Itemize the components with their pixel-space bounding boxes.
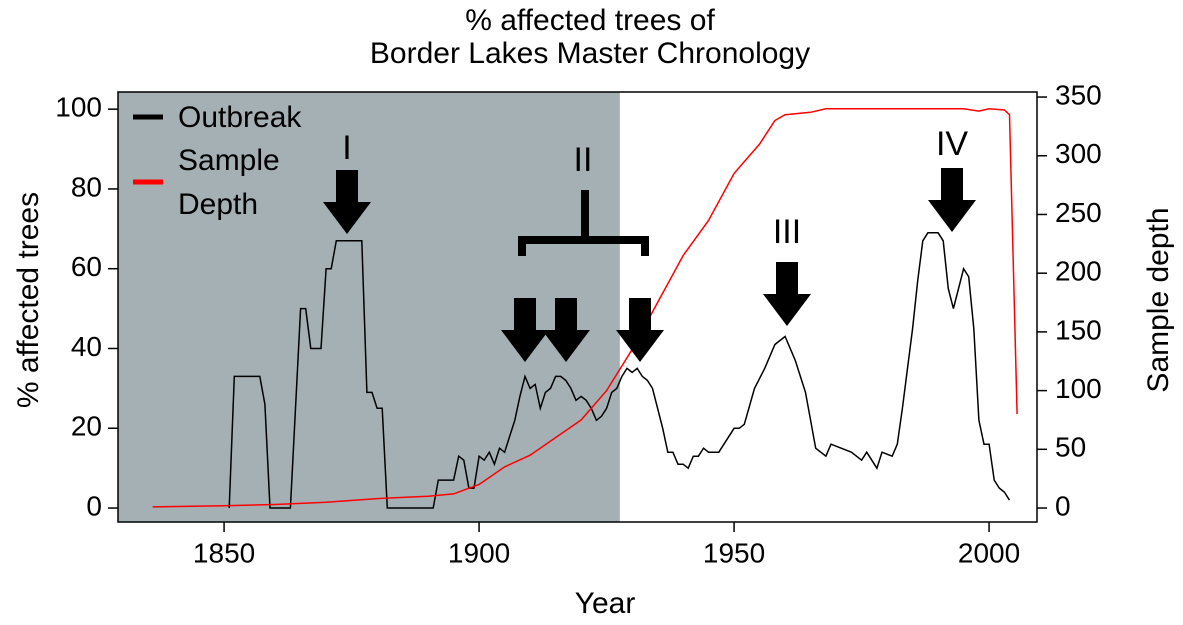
y-tick-label: 20: [71, 411, 102, 442]
y-tick-label: 80: [71, 171, 102, 202]
y2-tick-label: 150: [1055, 314, 1102, 345]
plot-frame: [117, 91, 1038, 523]
y2-tick-label: 300: [1055, 138, 1102, 169]
y-axis-label: % affected trees: [12, 192, 45, 408]
y-tick-label: 100: [55, 92, 102, 123]
x-tick-label: 2000: [958, 537, 1020, 568]
y2-tick-label: 100: [1055, 373, 1102, 404]
chart-title: Border Lakes Master Chronology: [370, 37, 810, 70]
legend-label: Outbreak: [178, 101, 302, 134]
bracket: [518, 190, 649, 256]
annotation: III: [773, 213, 801, 251]
arrow: [501, 298, 549, 362]
annotation: I: [342, 129, 351, 167]
y-tick-label: 60: [71, 251, 102, 282]
legend-label: Sample Depth: [178, 144, 280, 221]
chart-title: % affected trees of: [465, 4, 715, 37]
x-tick-label: 1900: [448, 537, 510, 568]
data-line: [228, 232, 1011, 509]
y2-tick-label: 50: [1055, 432, 1086, 463]
arrow: [928, 168, 976, 232]
data-line: [152, 108, 1018, 508]
y2-tick-label: 350: [1055, 79, 1102, 110]
y2-tick-label: 200: [1055, 256, 1102, 287]
arrow: [542, 298, 590, 362]
x-axis-label: Year: [575, 587, 636, 620]
y-tick-label: 40: [71, 331, 102, 362]
arrow: [763, 262, 811, 326]
y2-tick-label: 0: [1055, 490, 1071, 521]
annotation: IV: [936, 125, 968, 163]
x-tick-label: 1850: [193, 537, 255, 568]
x-tick-label: 1950: [703, 537, 765, 568]
annotation: II: [574, 141, 593, 179]
y2-tick-label: 250: [1055, 197, 1102, 228]
y2-axis-label: Sample depth: [1142, 207, 1175, 392]
arrow: [616, 298, 664, 362]
arrow: [323, 170, 371, 234]
y-tick-label: 0: [86, 490, 102, 521]
